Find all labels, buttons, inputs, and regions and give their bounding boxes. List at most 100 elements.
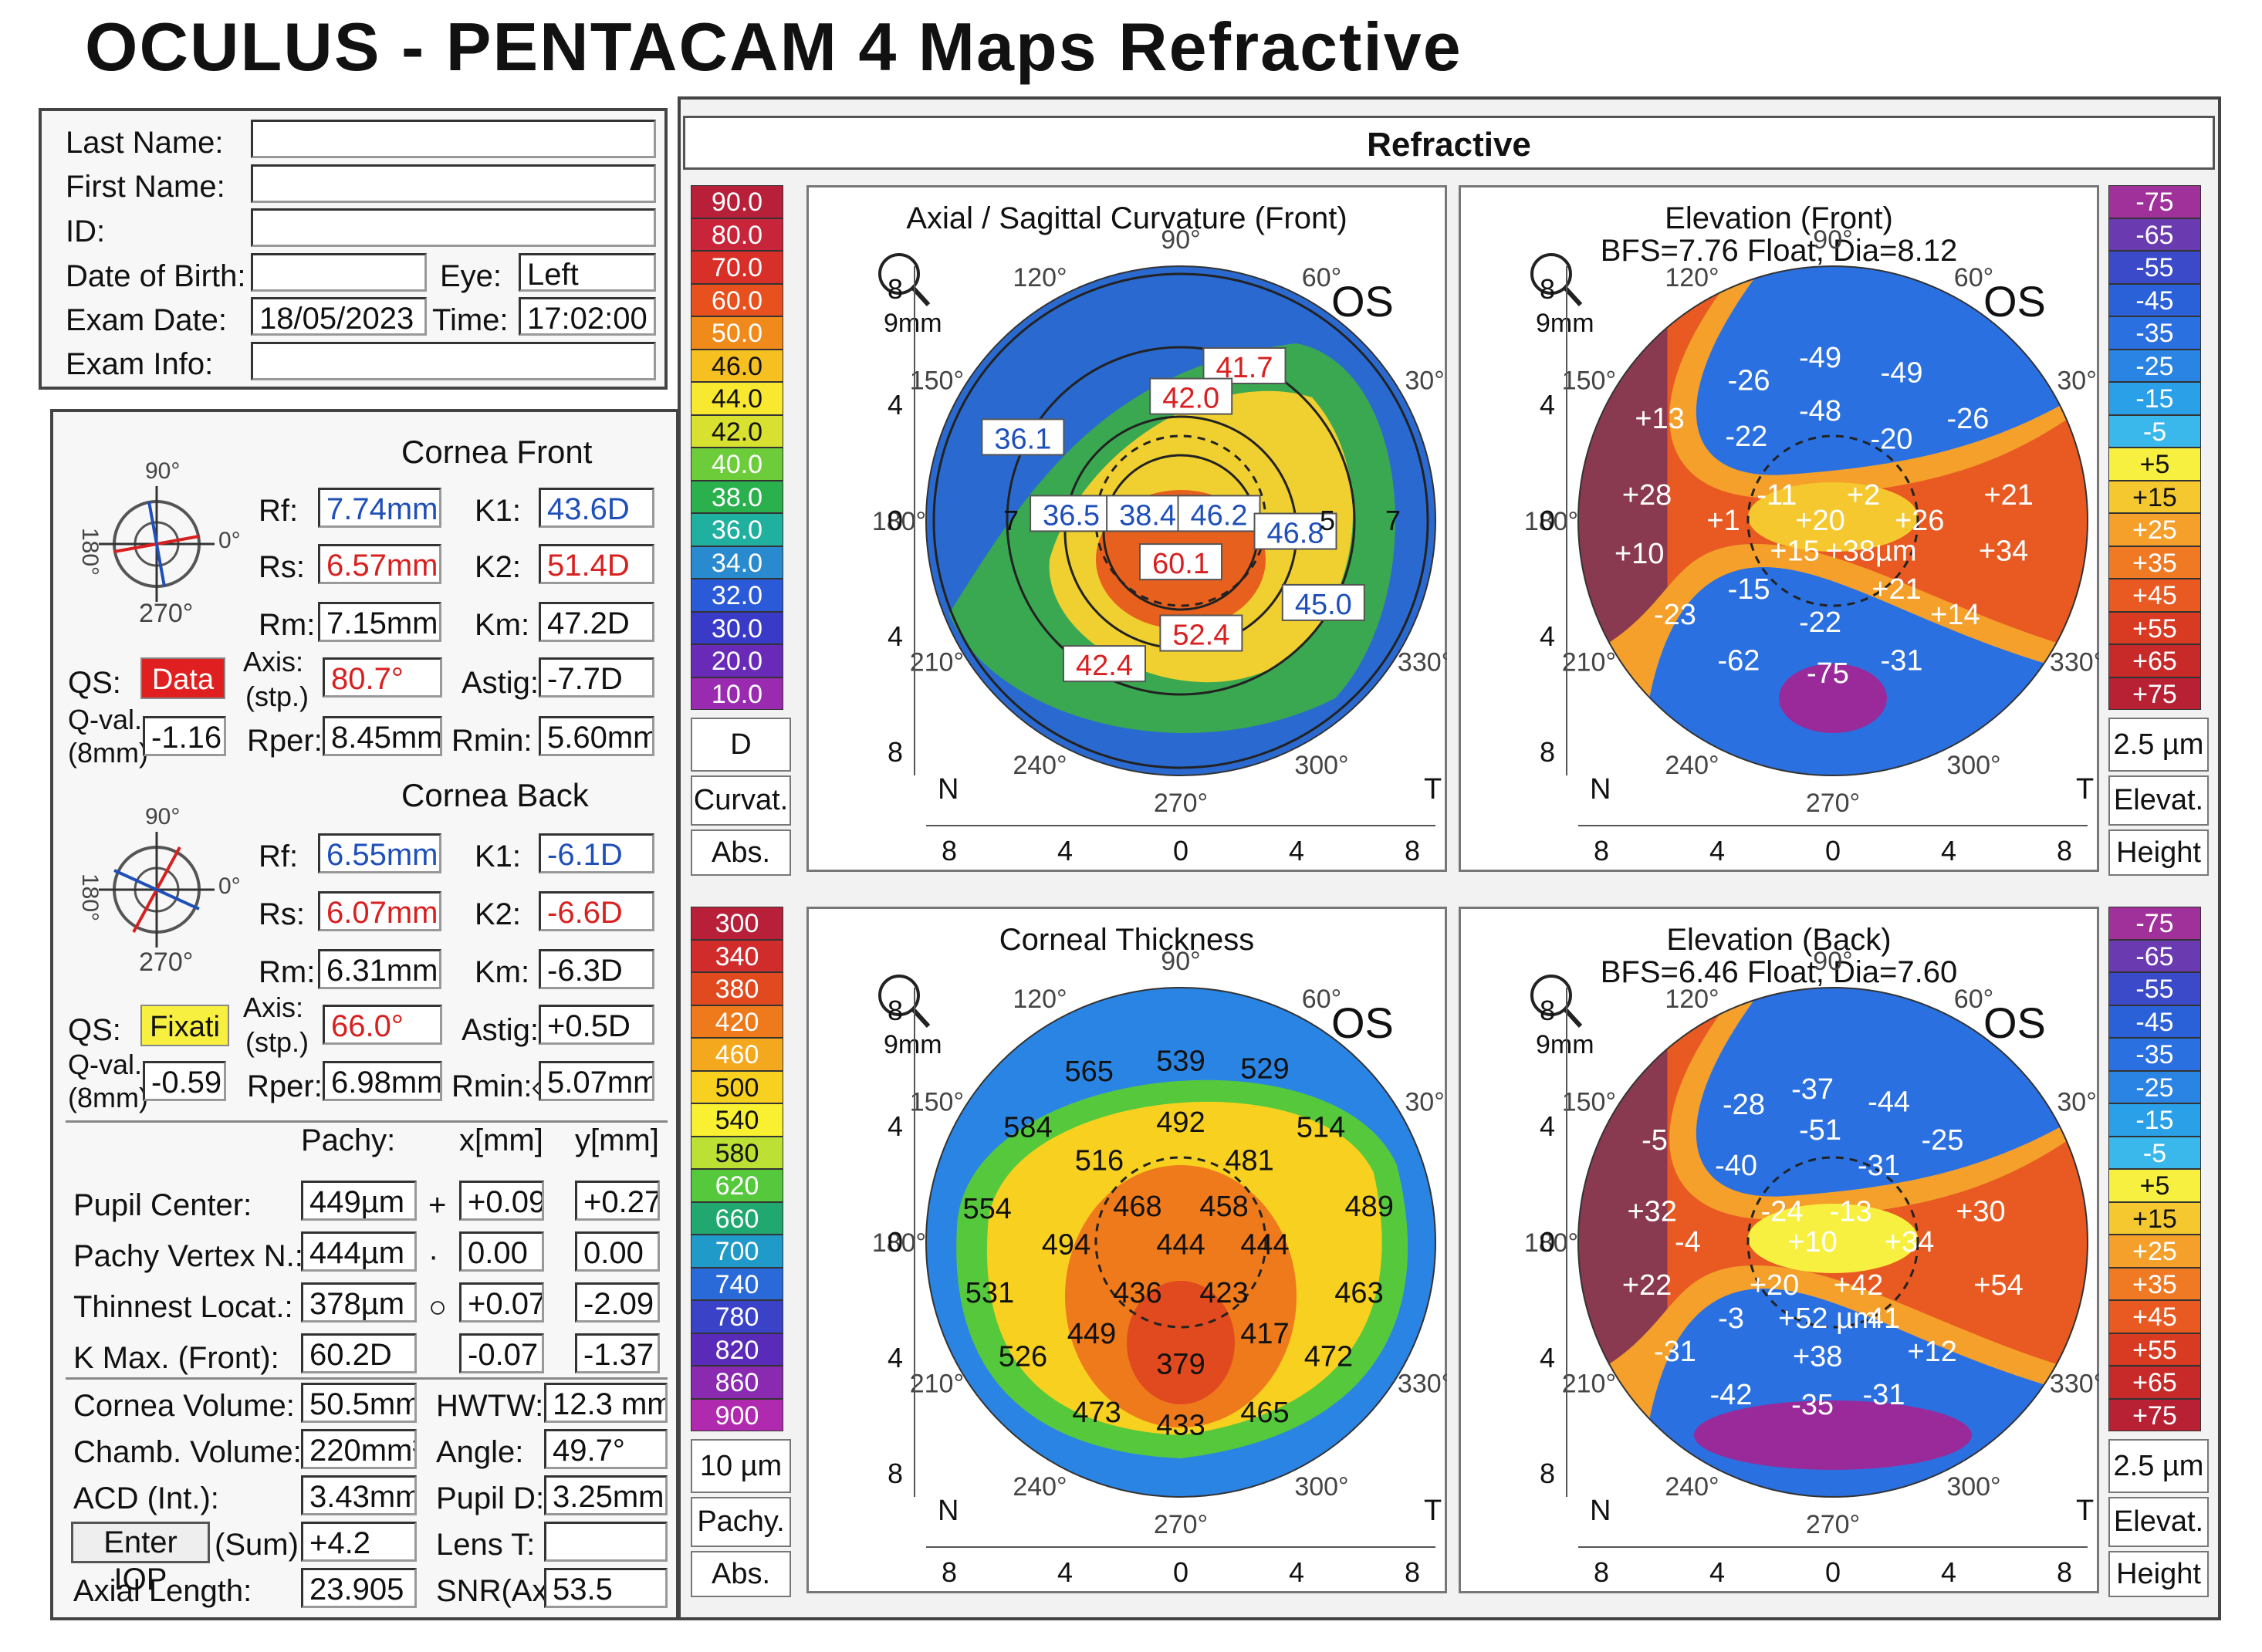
data-label: +21 — [1871, 573, 1921, 606]
degree-label: 30° — [1405, 367, 1444, 396]
zoom-icon[interactable] — [878, 253, 931, 307]
data-label: -4 — [1675, 1226, 1701, 1258]
back-rs-label: Rs: — [259, 897, 305, 931]
h-tick-label: 0 — [1825, 1556, 1841, 1588]
degree-label: 330° — [1398, 1370, 1447, 1399]
map-title-elev_front: Elevation (Front) — [1665, 201, 1893, 235]
front-rmin-label: Rmin: — [451, 724, 533, 758]
v-tick-label: 4 — [888, 1342, 903, 1373]
scale-cell: +15 — [2108, 480, 2201, 513]
id-field[interactable] — [251, 208, 656, 247]
scale-type-elev_back[interactable]: Elevat. — [2108, 1497, 2209, 1547]
eye-label: Eye: — [440, 259, 502, 293]
scale-cell: -15 — [2108, 382, 2201, 415]
degree-label: 240° — [1665, 1472, 1719, 1502]
pachy-row-y: -1.37 — [575, 1333, 660, 1373]
lens-thickness-label: Lens T: — [436, 1528, 536, 1562]
temporal-label: T — [1424, 1495, 1442, 1527]
pupil-outline — [1746, 1156, 1919, 1329]
data-label: 444 — [1240, 1228, 1289, 1261]
back-rf-label: Rf: — [259, 840, 299, 873]
scale-type-thickness[interactable]: Pachy. — [691, 1497, 791, 1547]
v-tick-label: 4 — [888, 620, 903, 652]
back-qs-badge[interactable]: Fixati — [140, 1005, 229, 1046]
scale-mode-thickness[interactable]: Abs. — [691, 1551, 791, 1597]
degree-label: 60° — [1954, 985, 1993, 1014]
v-tick-label: 4 — [1540, 1342, 1555, 1373]
back-rper-value: 6.98mm — [323, 1061, 442, 1101]
angle-label: Angle: — [436, 1435, 524, 1469]
front-k1-label: K1: — [475, 494, 522, 528]
back-k1-value: -6.1D — [539, 833, 654, 873]
data-label-box — [1253, 512, 1337, 550]
back-axis-value: 66.0° — [323, 1005, 442, 1045]
data-label: 433 — [1156, 1410, 1205, 1442]
data-label: -49 — [1799, 342, 1841, 374]
scale-cell: 460 — [691, 1038, 783, 1071]
back-rs-value: 6.07mm — [318, 891, 441, 931]
scale-mode-elev_back[interactable]: Height — [2108, 1551, 2209, 1597]
map-thickness: 90°60°30°0°330°300°270°240°210°180°150°1… — [872, 947, 1447, 1588]
zoom-icon[interactable] — [1530, 253, 1583, 307]
data-label: +14 — [1930, 599, 1980, 631]
data-label: 472 — [1304, 1341, 1353, 1373]
enter-iop-button[interactable]: Enter IOP — [71, 1522, 210, 1596]
pachy-row-value: 449µm — [301, 1181, 417, 1221]
exam-info-label: Exam Info: — [66, 347, 214, 381]
scale-cell: 34.0 — [691, 546, 783, 579]
scale-mode-elev_front[interactable]: Height — [2108, 829, 2209, 876]
scale-cell: +75 — [2108, 1398, 2201, 1431]
pachy-row-label: Thinnest Locat.: — [73, 1290, 293, 1324]
last-name-field[interactable] — [251, 120, 656, 158]
scale-cell: 900 — [691, 1398, 783, 1431]
data-label: +34 — [1885, 1226, 1934, 1258]
scale-cell: +35 — [2108, 1267, 2201, 1300]
scale-unit-thickness: 10 µm — [691, 1439, 791, 1493]
pupil-outline — [1094, 1156, 1267, 1329]
pupil-outline — [1746, 434, 1919, 607]
zoom-label: 9mm — [884, 1030, 942, 1059]
degree-label: 180° — [1524, 507, 1578, 536]
data-label: +2 — [1847, 479, 1880, 512]
zoom-icon[interactable] — [878, 975, 931, 1029]
chamber-volume-label: Chamb. Volume: — [73, 1435, 302, 1469]
exam-date-field[interactable]: 18/05/2023 — [251, 297, 427, 336]
exam-info-field[interactable] — [251, 342, 656, 380]
data-label: +12 — [1907, 1336, 1956, 1368]
dob-field[interactable] — [251, 253, 427, 292]
data-label: -24 — [1761, 1195, 1804, 1228]
front-rper-value: 8.45mm — [323, 716, 442, 756]
pachy-row-y: -2.09 — [575, 1282, 660, 1323]
data-label: -3 — [1718, 1302, 1744, 1335]
eye-field[interactable]: Left — [519, 253, 656, 292]
front-axis-value: 80.7° — [323, 657, 442, 698]
degree-label: 90° — [1813, 225, 1852, 255]
data-label: 463 — [1334, 1277, 1383, 1309]
scale-mode-axial[interactable]: Abs. — [691, 829, 791, 876]
eye-os-label: OS — [1983, 277, 2046, 326]
scale-cell: 420 — [691, 1005, 783, 1038]
back-rper-label: Rper: — [247, 1069, 323, 1103]
zoom-label: 9mm — [884, 309, 942, 338]
map-title-elev_back: Elevation (Back) — [1666, 923, 1892, 957]
degree-label: 330° — [1398, 648, 1447, 677]
scale-type-elev_front[interactable]: Elevat. — [2108, 775, 2209, 826]
data-label: +10 — [1787, 1226, 1837, 1258]
zoom-icon[interactable] — [1530, 975, 1583, 1029]
time-field[interactable]: 17:02:00 — [519, 297, 656, 336]
back-km-label: Km: — [475, 955, 530, 989]
scale-type-axial[interactable]: Curvat. — [691, 775, 791, 826]
h-tick-label: 8 — [2057, 1556, 2072, 1588]
color-scale-thickness: 300 340 380 420 460 500 540 580 620 660 700 740 780 8… — [691, 907, 783, 1431]
back-rf-value: 6.55mm — [318, 833, 441, 873]
front-axis-sub: (stp.) — [245, 681, 309, 712]
first-name-field[interactable] — [251, 164, 656, 203]
cornea-volume-value: 50.5mm³ — [301, 1383, 417, 1423]
nasal-label: N — [938, 773, 959, 806]
map-elev_back: 90°60°30°0°330°300°270°240°210°180°150°1… — [1524, 947, 2099, 1588]
scale-cell: -5 — [2108, 1136, 2201, 1169]
scale-cell: -75 — [2108, 907, 2201, 940]
front-qs-badge[interactable]: Data — [140, 657, 225, 699]
front-km-value: 47.2D — [539, 602, 654, 642]
chamber-volume-value: 220mm³ — [301, 1429, 417, 1469]
